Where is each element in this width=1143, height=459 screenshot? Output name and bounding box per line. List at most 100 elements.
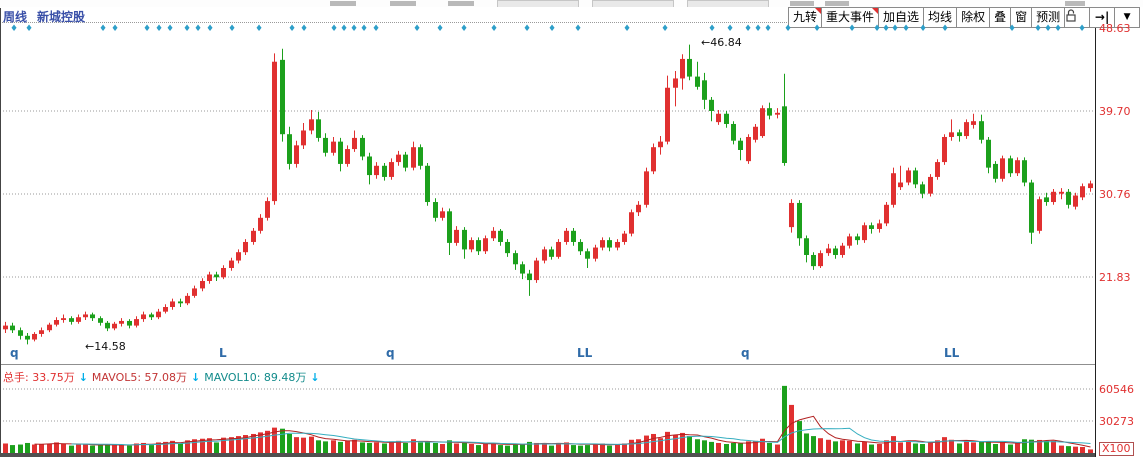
toolbar-button-3[interactable]: 加自选 <box>879 7 925 28</box>
clipped-menu-fragment <box>390 1 416 6</box>
toolbar-button-8[interactable]: 预测 <box>1032 7 1066 28</box>
rights-event-marker[interactable]: q <box>741 346 750 360</box>
event-diamond-icon[interactable]: ♦ <box>288 24 297 34</box>
high-annotation: ←46.84 <box>701 36 742 49</box>
event-diamond-icon[interactable]: ♦ <box>1054 24 1063 34</box>
clipped-menu-fragment <box>825 1 849 6</box>
event-diamond-icon[interactable]: ♦ <box>372 24 381 34</box>
event-diamond-icon[interactable]: ♦ <box>436 24 445 34</box>
event-diamond-icon[interactable]: ♦ <box>882 24 891 34</box>
clipped-menu-fragment <box>330 1 356 6</box>
event-diamond-icon[interactable]: ♦ <box>10 24 19 34</box>
price-axis-label: 21.83 <box>1099 271 1131 284</box>
toolbar-button-4[interactable]: 均线 <box>924 7 958 28</box>
price-axis-label: 48.63 <box>1099 22 1131 35</box>
low-annotation: ←14.58 <box>85 340 126 353</box>
event-diamond-icon[interactable]: ♦ <box>848 24 857 34</box>
rights-event-marker[interactable]: LL <box>577 346 593 360</box>
event-diamond-icon[interactable]: ♦ <box>919 24 928 34</box>
event-diamond-icon[interactable]: ♦ <box>523 24 532 34</box>
down-arrow-icon: ↓ <box>310 371 320 384</box>
header-separator <box>0 22 1095 23</box>
rights-event-marker[interactable]: L <box>219 346 227 360</box>
event-diamond-icon[interactable]: ♦ <box>111 24 120 34</box>
toolbar-button-2[interactable]: 重大事件 <box>822 7 880 28</box>
pane-separator <box>0 364 1095 365</box>
event-diamond-icon[interactable]: ♦ <box>764 24 773 34</box>
event-diamond-icon[interactable]: ♦ <box>340 24 349 34</box>
toolbar-button-5[interactable]: 除权 <box>957 7 991 28</box>
event-diamond-icon[interactable]: ♦ <box>623 24 632 34</box>
event-diamond-icon[interactable]: ♦ <box>490 24 499 34</box>
event-diamond-icon[interactable]: ♦ <box>784 24 793 34</box>
event-diamond-icon[interactable]: ♦ <box>813 24 822 34</box>
event-diamond-icon[interactable]: ♦ <box>548 24 557 34</box>
clipped-menu-fragment <box>1065 1 1085 6</box>
axis-line <box>1095 8 1096 457</box>
jump-to-latest-icon[interactable]: →| <box>1090 7 1116 28</box>
clipped-menu-button <box>687 0 769 7</box>
clipped-menu-strip <box>0 0 1143 7</box>
toolbar-button-7[interactable]: 窗 <box>1011 7 1033 28</box>
event-diamond-icon[interactable]: ♦ <box>1008 24 1017 34</box>
clipped-menu-button <box>497 0 579 7</box>
event-diamond-icon[interactable]: ♦ <box>574 24 583 34</box>
event-diamond-icon[interactable]: ♦ <box>99 24 108 34</box>
event-diamond-icon[interactable]: ♦ <box>360 24 369 34</box>
rights-event-marker[interactable]: q <box>386 346 395 360</box>
event-diamond-icon[interactable]: ♦ <box>754 24 763 34</box>
event-diamond-icon[interactable]: ♦ <box>300 24 309 34</box>
event-diamond-icon[interactable]: ♦ <box>661 24 670 34</box>
down-arrow-icon: ↓ <box>78 371 88 384</box>
volume-unit-label: X100 <box>1099 442 1134 456</box>
event-diamond-icon[interactable]: ♦ <box>330 24 339 34</box>
event-diamond-icon[interactable]: ♦ <box>1044 24 1053 34</box>
event-diamond-icon[interactable]: ♦ <box>873 24 882 34</box>
event-diamond-icon[interactable]: ♦ <box>166 24 175 34</box>
period-label: 周线 <box>3 10 28 24</box>
event-diamond-icon[interactable]: ♦ <box>941 24 950 34</box>
time-axis-strip[interactable] <box>0 453 1095 457</box>
event-diamond-icon[interactable]: ♦ <box>726 24 735 34</box>
rights-event-marker[interactable]: LL <box>944 346 960 360</box>
event-diamond-icon[interactable]: ♦ <box>708 24 717 34</box>
volume-stat-1: 总手: 33.75万 <box>3 371 75 384</box>
volume-axis-label: 60546 <box>1099 383 1134 396</box>
event-diamond-icon[interactable]: ♦ <box>206 24 215 34</box>
event-diamond-icon[interactable]: ♦ <box>902 24 911 34</box>
event-diamond-icon[interactable]: ♦ <box>25 24 34 34</box>
event-diamond-icon[interactable]: ♦ <box>143 24 152 34</box>
event-diamond-icon[interactable]: ♦ <box>1034 24 1043 34</box>
price-axis-label: 39.70 <box>1099 105 1131 118</box>
dropdown-icon[interactable]: ▼ <box>1115 7 1141 28</box>
event-diamond-icon[interactable]: ♦ <box>413 24 422 34</box>
chart-left-border <box>0 8 1 457</box>
rights-event-marker[interactable]: q <box>10 346 19 360</box>
event-diamond-icon[interactable]: ♦ <box>350 24 359 34</box>
event-diamond-icon[interactable]: ♦ <box>891 24 900 34</box>
volume-axis-label: 30273 <box>1099 415 1134 428</box>
clipped-menu-button <box>592 0 674 7</box>
toolbar-button-6[interactable]: 叠 <box>990 7 1012 28</box>
event-diamond-icon[interactable]: ♦ <box>460 24 469 34</box>
volume-stat-2: MAVOL5: 57.08万 <box>91 371 188 384</box>
event-diamond-icon[interactable]: ♦ <box>228 24 237 34</box>
event-diamond-icon[interactable]: ♦ <box>194 24 203 34</box>
clipped-menu-fragment <box>790 1 814 6</box>
toolbar-button-1[interactable]: 九转 <box>788 7 823 28</box>
red-corner-flag-icon <box>815 8 822 14</box>
event-diamond-icon[interactable]: ♦ <box>183 24 192 34</box>
stock-name[interactable]: 新城控股 <box>37 10 86 24</box>
chart-header: 周线 新城控股 <box>3 8 95 25</box>
event-diamond-icon[interactable]: ♦ <box>255 24 264 34</box>
volume-stat-3: MAVOL10: 89.48万 <box>204 371 307 384</box>
volume-header: 总手: 33.75万 ↓ MAVOL5: 57.08万 ↓ MAVOL10: 89.48… <box>3 369 324 385</box>
event-diamond-icon[interactable]: ♦ <box>1078 24 1087 34</box>
event-diamond-icon[interactable]: ♦ <box>155 24 164 34</box>
chart-toolbar: 九转 重大事件 加自选 均线 除权叠窗预测 →| ▼ <box>788 7 1141 28</box>
event-diamond-icon[interactable]: ♦ <box>744 24 753 34</box>
red-corner-flag-icon <box>872 8 879 14</box>
unlock-icon[interactable] <box>1065 7 1091 28</box>
